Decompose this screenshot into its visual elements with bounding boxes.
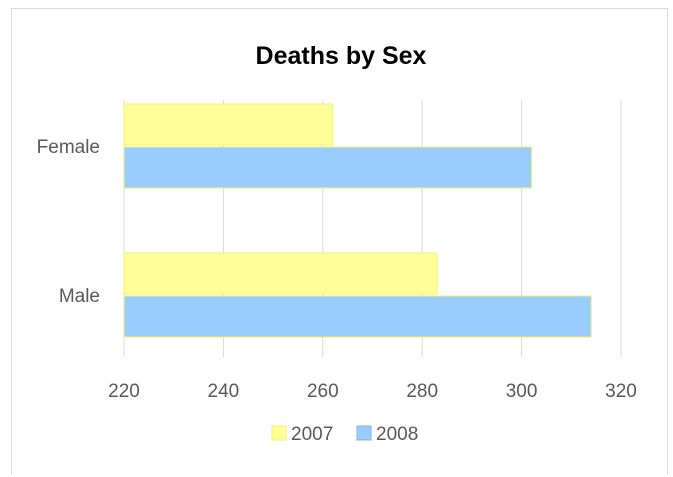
bar-male-2007 [123, 252, 438, 295]
legend-swatch-2008 [356, 425, 372, 441]
legend: 2007 2008 [271, 424, 418, 445]
legend-label: 2008 [376, 424, 418, 445]
legend-swatch-2007 [271, 425, 287, 441]
chart-frame [11, 8, 668, 474]
y-category-label: Male [59, 286, 100, 307]
x-tick-label: 220 [108, 381, 140, 402]
legend-label: 2007 [291, 424, 333, 445]
x-tick-label: 320 [605, 381, 637, 402]
x-tick-label: 300 [506, 381, 538, 402]
bars [123, 103, 592, 338]
x-tick-label: 280 [406, 381, 438, 402]
bar-female-2008 [123, 146, 533, 189]
x-tick-label: 240 [208, 381, 240, 402]
bar-male-2008 [123, 295, 592, 338]
chart-title: Deaths by Sex [256, 42, 427, 70]
y-category-label: Female [37, 137, 100, 158]
x-tick-label: 260 [307, 381, 339, 402]
bar-female-2007 [123, 103, 334, 146]
axis-labels: 220 240 260 280 300 320 Female Male [37, 137, 637, 402]
